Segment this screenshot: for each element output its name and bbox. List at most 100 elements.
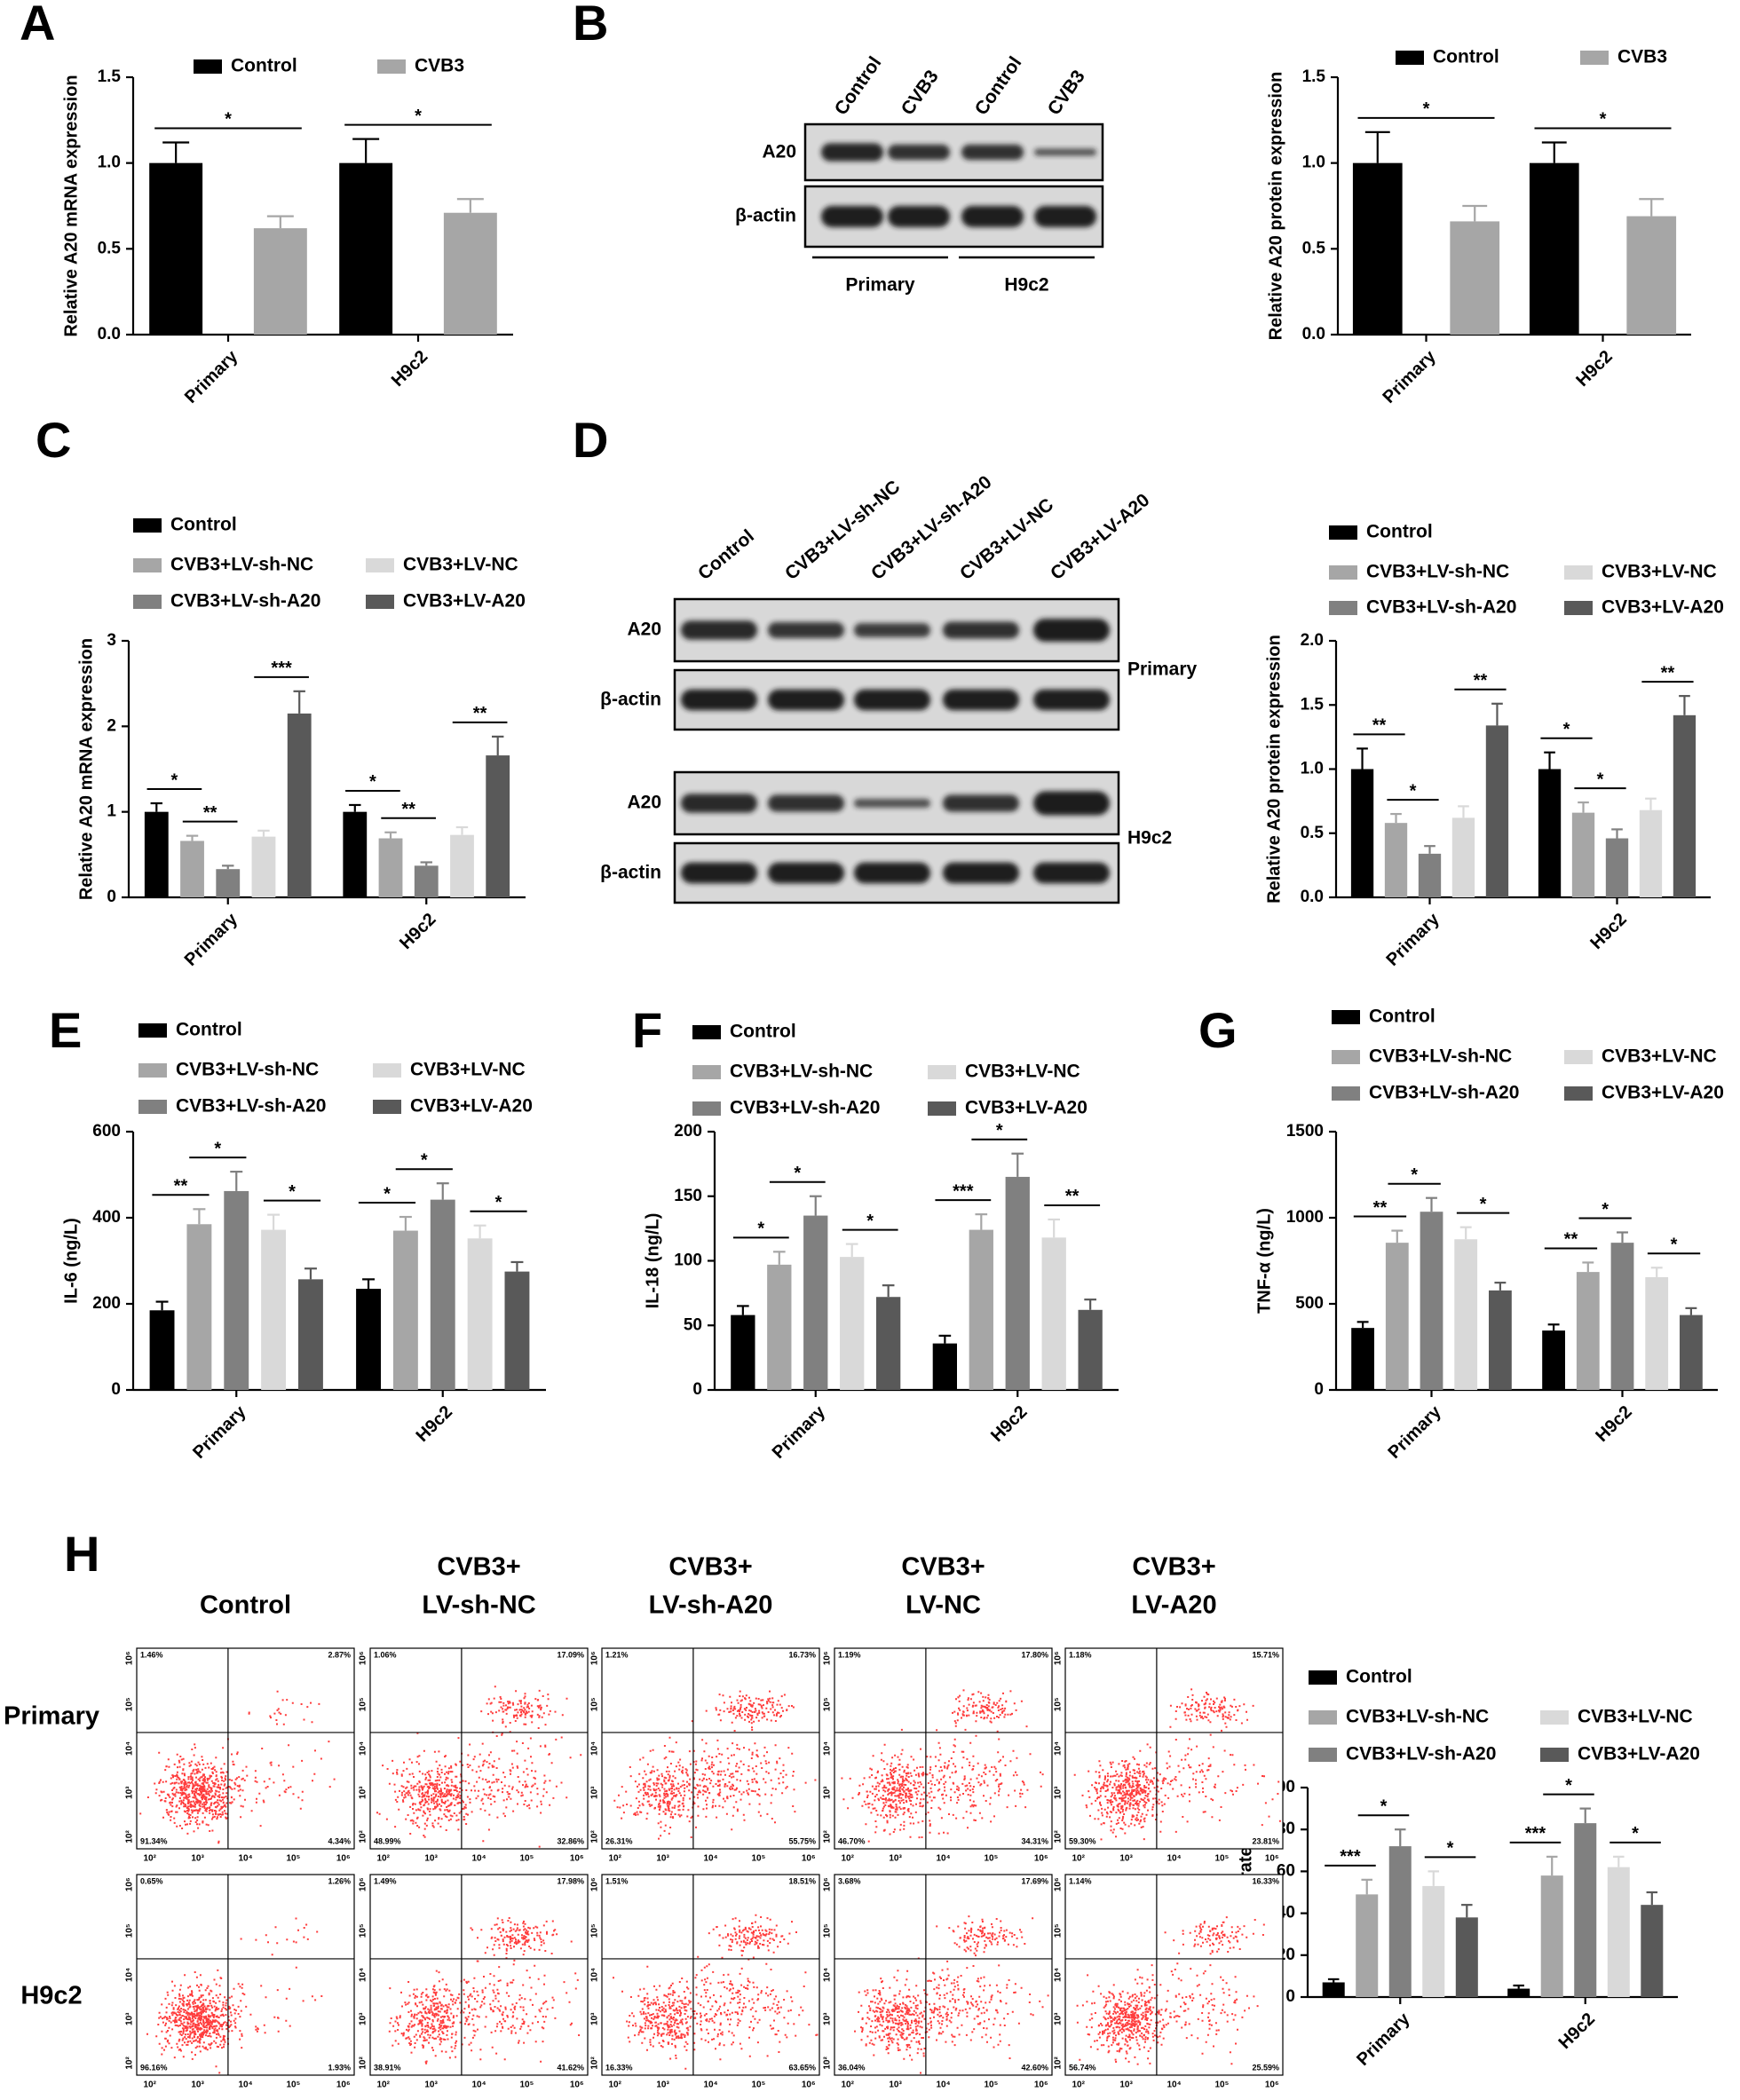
legend-swatch [1580,51,1609,65]
flow-x-tick-label: 10³ [191,2080,204,2090]
flow-y-tick-label: 10⁵ [125,1923,135,1938]
bar [1384,823,1408,897]
quadrant-percent: 26.31% [605,1836,633,1845]
legend-swatch [373,1100,401,1114]
error-bar [1084,1299,1096,1310]
error-bar [1394,1828,1406,1847]
flow-x-tick-label: 10³ [656,1854,669,1864]
flow-x-tick-label: 10² [608,1854,621,1864]
significance-label: * [495,1193,502,1212]
bar [1454,1239,1478,1390]
flow-y-tick-label: 10⁵ [359,1697,368,1711]
flow-y-tick-label: 10³ [359,1786,368,1799]
legend-swatch [692,1025,721,1039]
blot-band [1034,148,1096,156]
group-label: H9c2 [1127,828,1172,849]
legend-swatch [1332,1086,1360,1101]
panel-label: C [36,412,71,468]
flow-x-tick-label: 10⁵ [286,1854,300,1864]
legend-label: CVB3+LV-sh-NC [176,1060,319,1080]
bar [414,865,439,897]
bar [1529,162,1579,335]
error-bar [1541,141,1567,163]
y-tick-label: 0.5 [1301,824,1325,842]
group-label: H9c2 [1004,275,1048,296]
blot-band [1034,206,1096,227]
legend-swatch [1540,1710,1569,1725]
blot-band [943,621,1019,639]
bar [1574,1823,1597,1997]
flow-x-tick-label: 10⁶ [802,1854,816,1864]
quadrant-percent: 4.34% [328,1836,351,1845]
bar [504,1271,530,1390]
quadrant-percent: 1.49% [374,1876,397,1885]
legend-label: CVB3+LV-NC [410,1060,526,1080]
error-bar [1494,1282,1507,1291]
y-tick-label: 1000 [1286,1208,1324,1227]
legend-label: CVB3+LV-NC [1602,562,1717,582]
bar [467,1238,493,1390]
legend-label: CVB3+LV-NC [1602,1046,1717,1067]
y-tick-label: 100 [674,1251,702,1270]
flow-x-tick-label: 10⁵ [1214,2080,1229,2090]
bar [1388,1846,1412,1997]
quadrant-percent: 0.65% [140,1876,163,1885]
bar [144,811,169,897]
flow-y-tick-label: 10⁴ [359,1741,368,1756]
bar [1078,1309,1103,1390]
bar [1540,1875,1563,1997]
blot-band [1033,689,1110,711]
flow-x-tick-label: 10⁴ [471,2080,486,2090]
y-axis-label: TNF-α (ng/L) [1254,1208,1274,1314]
error-bar [150,801,162,812]
blot-band [854,862,930,884]
legend-swatch [1329,565,1357,580]
quadrant-percent: 1.21% [605,1650,629,1659]
legend-label: CVB3+LV-NC [1578,1707,1693,1727]
error-bar [304,1267,317,1280]
error-bar [1428,1870,1440,1886]
bar [216,869,241,897]
y-tick-label: 1.0 [1301,760,1324,778]
flow-x-tick-label: 10³ [191,1854,204,1864]
legend-swatch [366,558,394,572]
error-bar [1679,695,1690,715]
legend-label: Control [231,56,297,76]
significance-label: * [1447,1839,1454,1859]
blot-band [1033,862,1110,884]
event-dots [376,1686,582,1848]
legend-label: CVB3+LV-NC [965,1062,1080,1082]
error-bar [186,834,199,841]
y-tick-label: 1.0 [1302,154,1325,172]
legend-label: Control [1346,1667,1412,1687]
legend-swatch [1564,601,1593,615]
significance-label: *** [1525,1824,1546,1843]
error-bar [1544,751,1555,770]
error-bar [1646,1891,1658,1906]
legend-swatch [1309,1710,1337,1725]
legend-swatch [133,558,162,572]
legend-label: Control [730,1022,796,1042]
flow-y-tick-label: 10⁶ [590,1877,600,1891]
flow-x-tick-label: 10⁴ [238,2080,252,2090]
y-tick-label: 1 [107,802,116,821]
row-label: β-actin [600,863,661,883]
y-tick-label: 0.5 [98,239,122,257]
y-tick-label: 1.5 [98,67,122,86]
y-tick-label: 2 [107,716,116,735]
panel-label: H [64,1526,99,1582]
y-axis-label: IL-18 (ng/L) [643,1213,662,1309]
flow-y-tick-label: 10² [359,2057,368,2070]
blot-band [768,689,844,711]
bar [1576,1272,1600,1390]
quadrant-percent: 1.46% [140,1650,163,1659]
blot-band [1033,791,1110,816]
error-bar [193,1208,206,1225]
error-bar [737,1305,749,1315]
legend-swatch [928,1065,956,1079]
flow-x-tick-label: 10⁶ [802,2080,816,2090]
error-bar [882,1284,895,1298]
y-tick-label: 0 [1314,1380,1324,1399]
y-tick-label: 1.0 [98,154,121,172]
bar [1680,1314,1703,1390]
